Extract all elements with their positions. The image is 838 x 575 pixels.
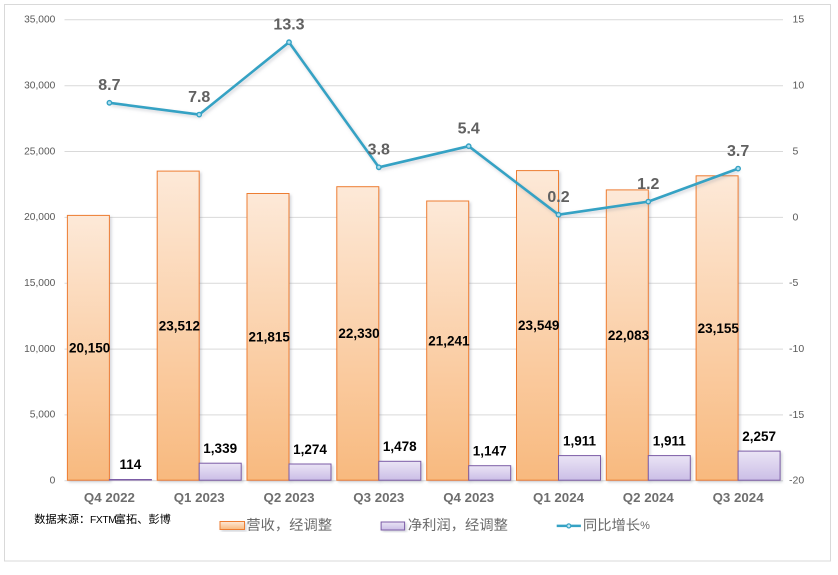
svg-text:114: 114 bbox=[120, 457, 142, 472]
svg-text:15,000: 15,000 bbox=[24, 278, 55, 289]
svg-text:20,000: 20,000 bbox=[24, 212, 55, 223]
svg-text:23,549: 23,549 bbox=[518, 318, 559, 333]
svg-text:1.2: 1.2 bbox=[637, 176, 659, 193]
svg-text:Q1 2023: Q1 2023 bbox=[174, 490, 225, 505]
svg-text:10: 10 bbox=[793, 80, 805, 92]
svg-text:2,257: 2,257 bbox=[742, 429, 776, 444]
svg-text:3.7: 3.7 bbox=[727, 143, 749, 160]
svg-text:30,000: 30,000 bbox=[24, 81, 55, 92]
svg-text:-10: -10 bbox=[789, 343, 804, 355]
svg-text:1,911: 1,911 bbox=[653, 433, 687, 448]
svg-text:1,911: 1,911 bbox=[563, 433, 597, 448]
svg-text:10,000: 10,000 bbox=[24, 344, 55, 355]
svg-text:Q4 2022: Q4 2022 bbox=[84, 490, 135, 505]
svg-text:7.8: 7.8 bbox=[188, 89, 210, 106]
svg-text:13.3: 13.3 bbox=[273, 16, 304, 33]
svg-text:22,330: 22,330 bbox=[338, 326, 379, 341]
svg-text:3.8: 3.8 bbox=[368, 142, 390, 159]
svg-text:Q1 2024: Q1 2024 bbox=[533, 490, 585, 505]
svg-text:1,339: 1,339 bbox=[203, 441, 237, 456]
svg-text:23,155: 23,155 bbox=[698, 321, 740, 336]
svg-text:-15: -15 bbox=[789, 409, 804, 421]
svg-text:21,241: 21,241 bbox=[428, 333, 470, 348]
svg-text:-5: -5 bbox=[789, 277, 798, 289]
svg-text:Q2 2023: Q2 2023 bbox=[263, 490, 314, 505]
svg-text:22,083: 22,083 bbox=[608, 328, 650, 343]
svg-text:5,000: 5,000 bbox=[30, 410, 56, 421]
svg-text:15: 15 bbox=[793, 14, 805, 26]
svg-text:Q3 2024: Q3 2024 bbox=[713, 490, 765, 505]
svg-text:%: % bbox=[640, 520, 650, 532]
svg-text:8.7: 8.7 bbox=[98, 77, 120, 94]
svg-text:1,274: 1,274 bbox=[293, 442, 327, 457]
svg-text:5.4: 5.4 bbox=[458, 120, 480, 137]
svg-text:0: 0 bbox=[50, 476, 56, 487]
svg-text:0: 0 bbox=[793, 211, 799, 223]
svg-text:1,478: 1,478 bbox=[383, 439, 417, 454]
svg-text:25,000: 25,000 bbox=[24, 146, 55, 157]
svg-text:5: 5 bbox=[793, 145, 799, 157]
svg-text:35,000: 35,000 bbox=[24, 15, 55, 26]
svg-text:Q3 2023: Q3 2023 bbox=[353, 490, 404, 505]
svg-text:-20: -20 bbox=[789, 475, 804, 487]
svg-text:Q2 2024: Q2 2024 bbox=[623, 490, 675, 505]
svg-text:21,815: 21,815 bbox=[249, 330, 291, 345]
svg-text:20,150: 20,150 bbox=[69, 341, 110, 356]
svg-text:0.2: 0.2 bbox=[547, 189, 569, 206]
svg-text:Q4 2023: Q4 2023 bbox=[443, 490, 494, 505]
svg-text:1,147: 1,147 bbox=[473, 444, 507, 459]
svg-text:FXTM: FXTM bbox=[90, 515, 116, 526]
svg-text:23,512: 23,512 bbox=[159, 319, 200, 334]
